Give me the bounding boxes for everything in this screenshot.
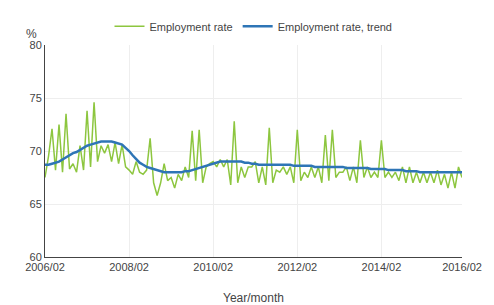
svg-text:Employment rate, trend: Employment rate, trend bbox=[278, 21, 392, 33]
svg-text:80: 80 bbox=[30, 39, 42, 51]
svg-text:70: 70 bbox=[30, 145, 42, 157]
svg-text:Year/month: Year/month bbox=[223, 291, 284, 305]
svg-text:2010/02: 2010/02 bbox=[193, 261, 233, 273]
svg-text:65: 65 bbox=[30, 198, 42, 210]
svg-text:60: 60 bbox=[30, 251, 42, 263]
svg-text:2014/02: 2014/02 bbox=[362, 261, 402, 273]
svg-text:2012/02: 2012/02 bbox=[277, 261, 317, 273]
svg-text:2006/02: 2006/02 bbox=[25, 261, 65, 273]
svg-text:2008/02: 2008/02 bbox=[109, 261, 149, 273]
svg-text:75: 75 bbox=[30, 92, 42, 104]
svg-text:%: % bbox=[26, 27, 37, 41]
svg-text:2016/02: 2016/02 bbox=[442, 261, 482, 273]
svg-text:Employment rate: Employment rate bbox=[150, 21, 233, 33]
